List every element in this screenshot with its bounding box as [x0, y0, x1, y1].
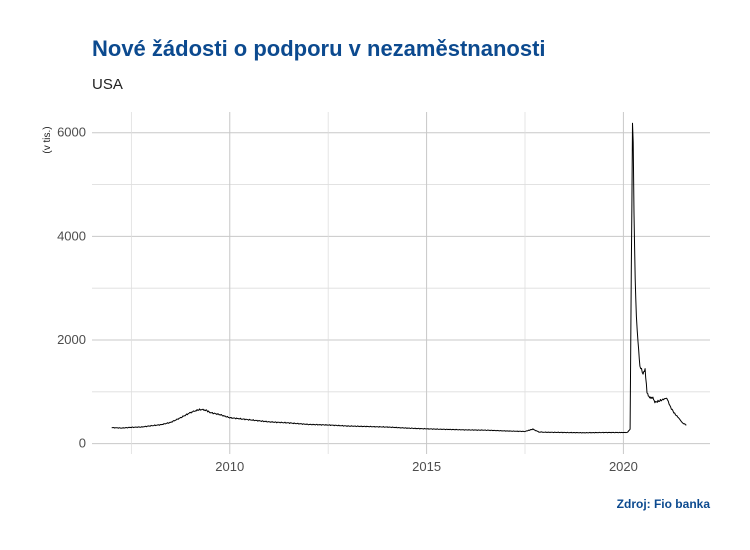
- y-tick-label: 2000: [57, 332, 86, 347]
- y-tick-label: 6000: [57, 125, 86, 140]
- chart-subtitle: USA: [92, 76, 123, 93]
- x-axis-ticks: 2010 2015 2020: [215, 459, 638, 474]
- series-group: [111, 122, 687, 434]
- chart-title: Nové žádosti o podporu v nezaměstnanosti: [92, 36, 546, 61]
- x-tick-label: 2010: [215, 459, 244, 474]
- y-tick-label: 4000: [57, 228, 86, 243]
- y-axis-label: (v tis.): [42, 126, 53, 153]
- y-tick-label: 0: [79, 436, 86, 451]
- grid: [92, 112, 710, 454]
- y-axis-ticks: 0 2000 4000 6000: [57, 125, 86, 451]
- series-line-0: [111, 122, 687, 434]
- source-caption: Zdroj: Fio banka: [616, 497, 710, 511]
- x-tick-label: 2020: [609, 459, 638, 474]
- x-tick-label: 2015: [412, 459, 441, 474]
